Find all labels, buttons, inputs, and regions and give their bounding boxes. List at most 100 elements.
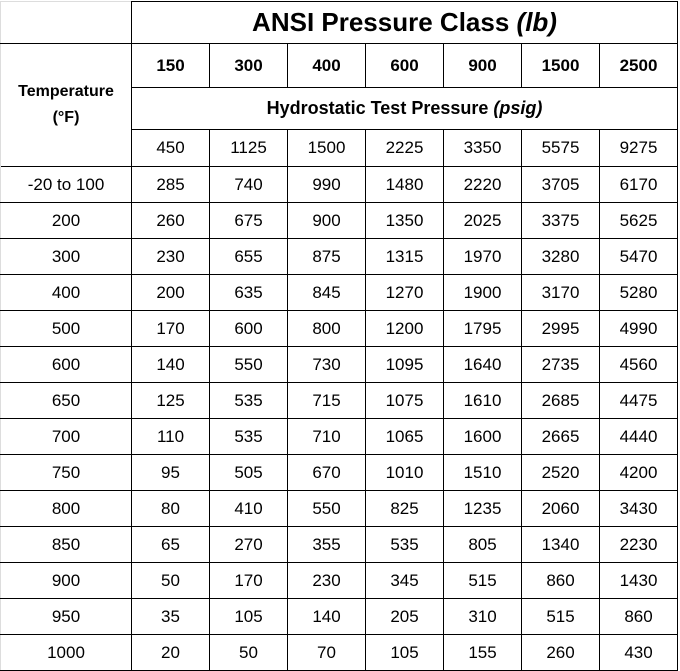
class-header: 1500 bbox=[521, 43, 600, 88]
value-cell: 140 bbox=[287, 598, 366, 635]
title: ANSI Pressure Class bbox=[252, 7, 510, 37]
value-cell: 550 bbox=[209, 346, 288, 383]
value-cell: 1640 bbox=[443, 346, 522, 383]
temperature-cell: 600 bbox=[0, 346, 132, 383]
value-cell: 4990 bbox=[599, 310, 678, 347]
value-cell: 1065 bbox=[365, 418, 444, 455]
title-cell: ANSI Pressure Class (lb) bbox=[131, 1, 678, 44]
value-cell: 5625 bbox=[599, 202, 678, 239]
hydrostatic-value: 3350 bbox=[443, 129, 522, 167]
class-row: Temperature (°F) 150 300 400 600 900 1500 2500 bbox=[0, 43, 678, 167]
temperature-cell: 400 bbox=[0, 274, 132, 311]
value-cell: 600 bbox=[209, 310, 288, 347]
subtitle: Hydrostatic Test Pressure bbox=[266, 98, 489, 118]
value-cell: 65 bbox=[131, 526, 210, 563]
value-cell: 2685 bbox=[521, 382, 600, 419]
value-cell: 740 bbox=[209, 166, 288, 203]
value-cell: 3430 bbox=[599, 490, 678, 527]
value-cell: 170 bbox=[209, 562, 288, 599]
title-unit: (lb) bbox=[516, 7, 557, 37]
class-header: 900 bbox=[443, 43, 522, 88]
value-cell: 5470 bbox=[599, 238, 678, 275]
value-cell: 655 bbox=[209, 238, 288, 275]
data-row: -20 to 100 285 740 990 1480 2220 3705 6170 bbox=[0, 166, 678, 203]
temperature-cell: 750 bbox=[0, 454, 132, 491]
value-cell: 505 bbox=[209, 454, 288, 491]
hydrostatic-value: 1125 bbox=[209, 129, 288, 167]
data-row: 1000 20 50 70 105 155 260 430 bbox=[0, 634, 678, 671]
value-cell: 860 bbox=[599, 598, 678, 635]
class-header: 2500 bbox=[599, 43, 678, 88]
blank-cell bbox=[0, 1, 132, 44]
value-cell: 670 bbox=[287, 454, 366, 491]
value-cell: 2060 bbox=[521, 490, 600, 527]
temperature-cell: 700 bbox=[0, 418, 132, 455]
value-cell: 270 bbox=[209, 526, 288, 563]
data-row: 900 50 170 230 345 515 860 1430 bbox=[0, 562, 678, 599]
value-cell: 430 bbox=[599, 634, 678, 671]
value-cell: 80 bbox=[131, 490, 210, 527]
value-cell: 50 bbox=[131, 562, 210, 599]
value-cell: 20 bbox=[131, 634, 210, 671]
value-cell: 535 bbox=[209, 418, 288, 455]
value-cell: 285 bbox=[131, 166, 210, 203]
subtitle-unit: (psig) bbox=[493, 98, 543, 118]
value-cell: 535 bbox=[365, 526, 444, 563]
value-cell: 2220 bbox=[443, 166, 522, 203]
value-cell: 635 bbox=[209, 274, 288, 311]
value-cell: 1235 bbox=[443, 490, 522, 527]
value-cell: 2520 bbox=[521, 454, 600, 491]
value-cell: 3280 bbox=[521, 238, 600, 275]
class-header: 300 bbox=[209, 43, 288, 88]
value-cell: 230 bbox=[131, 238, 210, 275]
value-cell: 1970 bbox=[443, 238, 522, 275]
value-cell: 675 bbox=[209, 202, 288, 239]
temperature-cell: 800 bbox=[0, 490, 132, 527]
temperature-cell: 950 bbox=[0, 598, 132, 635]
value-cell: 230 bbox=[287, 562, 366, 599]
value-cell: 95 bbox=[131, 454, 210, 491]
value-cell: 845 bbox=[287, 274, 366, 311]
value-cell: 860 bbox=[521, 562, 600, 599]
value-cell: 260 bbox=[521, 634, 600, 671]
value-cell: 825 bbox=[365, 490, 444, 527]
value-cell: 4475 bbox=[599, 382, 678, 419]
temperature-label: Temperature bbox=[18, 83, 114, 100]
value-cell: 4440 bbox=[599, 418, 678, 455]
temperature-unit: (°F) bbox=[52, 109, 80, 126]
subtitle-row: Hydrostatic Test Pressure (psig) bbox=[1, 87, 678, 130]
temperature-cell: 1000 bbox=[0, 634, 132, 671]
value-cell: 3705 bbox=[521, 166, 600, 203]
value-cell: 805 bbox=[443, 526, 522, 563]
temperature-cell: -20 to 100 bbox=[0, 166, 132, 203]
value-cell: 410 bbox=[209, 490, 288, 527]
value-cell: 515 bbox=[443, 562, 522, 599]
value-cell: 550 bbox=[287, 490, 366, 527]
hydrostatic-value: 1500 bbox=[287, 129, 366, 167]
value-cell: 35 bbox=[131, 598, 210, 635]
value-cell: 260 bbox=[131, 202, 210, 239]
data-row: 200 260 675 900 1350 2025 3375 5625 bbox=[0, 202, 678, 239]
value-cell: 875 bbox=[287, 238, 366, 275]
value-cell: 3375 bbox=[521, 202, 600, 239]
temperature-cell: 500 bbox=[0, 310, 132, 347]
hydrostatic-value: 2225 bbox=[365, 129, 444, 167]
class-header: 150 bbox=[131, 43, 210, 88]
value-cell: 1075 bbox=[365, 382, 444, 419]
value-cell: 345 bbox=[365, 562, 444, 599]
data-row: 650 125 535 715 1075 1610 2685 4475 bbox=[0, 382, 678, 419]
value-cell: 1610 bbox=[443, 382, 522, 419]
temperature-cell: 200 bbox=[0, 202, 132, 239]
value-cell: 310 bbox=[443, 598, 522, 635]
value-cell: 1795 bbox=[443, 310, 522, 347]
class-header: 400 bbox=[287, 43, 366, 88]
hydrostatic-value: 5575 bbox=[521, 129, 600, 167]
value-cell: 2230 bbox=[599, 526, 678, 563]
value-cell: 110 bbox=[131, 418, 210, 455]
class-header: 600 bbox=[365, 43, 444, 88]
value-cell: 1510 bbox=[443, 454, 522, 491]
value-cell: 1350 bbox=[365, 202, 444, 239]
data-row: 950 35 105 140 205 310 515 860 bbox=[0, 598, 678, 635]
value-cell: 4200 bbox=[599, 454, 678, 491]
